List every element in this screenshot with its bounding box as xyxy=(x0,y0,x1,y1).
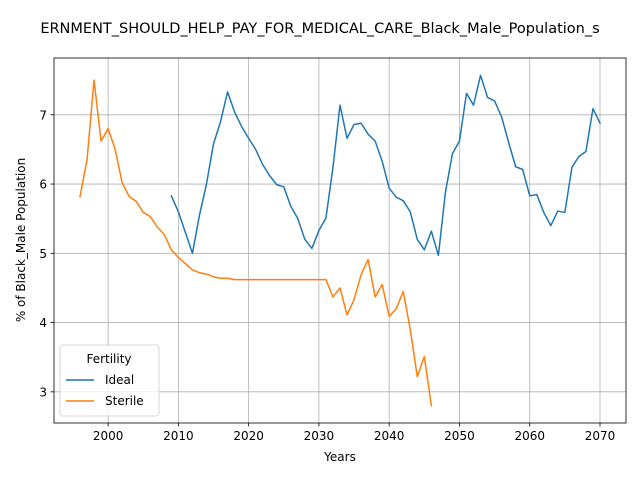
grid xyxy=(54,58,626,423)
series-line-ideal xyxy=(170,74,602,257)
plot-frame xyxy=(53,57,627,424)
chart-title: ERNMENT_SHOULD_HELP_PAY_FOR_MEDICAL_CARE… xyxy=(40,21,599,37)
x-tick-label: 2000 xyxy=(93,429,124,443)
series-line-sterile xyxy=(79,79,433,407)
legend: Fertility Ideal Sterile xyxy=(59,344,160,417)
legend-label-sterile: Sterile xyxy=(105,394,144,408)
x-axis-ticks: 2000 2010 2020 2030 2040 2050 2060 2070 xyxy=(93,423,615,443)
y-tick-label: 3 xyxy=(39,385,47,399)
x-axis-label: Years xyxy=(323,450,356,464)
y-tick-label: 6 xyxy=(39,178,47,192)
legend-title: Fertility xyxy=(86,352,131,366)
legend-box xyxy=(59,344,160,417)
y-axis-ticks: 3 4 5 6 7 xyxy=(39,108,54,399)
x-tick-label: 2050 xyxy=(444,429,475,443)
x-tick-label: 2020 xyxy=(233,429,264,443)
y-tick-label: 5 xyxy=(39,247,47,261)
y-tick-label: 7 xyxy=(39,108,47,122)
y-tick-label: 4 xyxy=(39,316,47,330)
x-tick-label: 2060 xyxy=(514,429,545,443)
x-tick-label: 2040 xyxy=(374,429,405,443)
x-tick-label: 2030 xyxy=(304,429,335,443)
y-axis-label: % of Black_Male Population xyxy=(14,158,28,322)
x-tick-label: 2010 xyxy=(163,429,194,443)
x-tick-label: 2070 xyxy=(585,429,616,443)
series-lines xyxy=(79,74,602,407)
legend-label-ideal: Ideal xyxy=(105,373,134,387)
